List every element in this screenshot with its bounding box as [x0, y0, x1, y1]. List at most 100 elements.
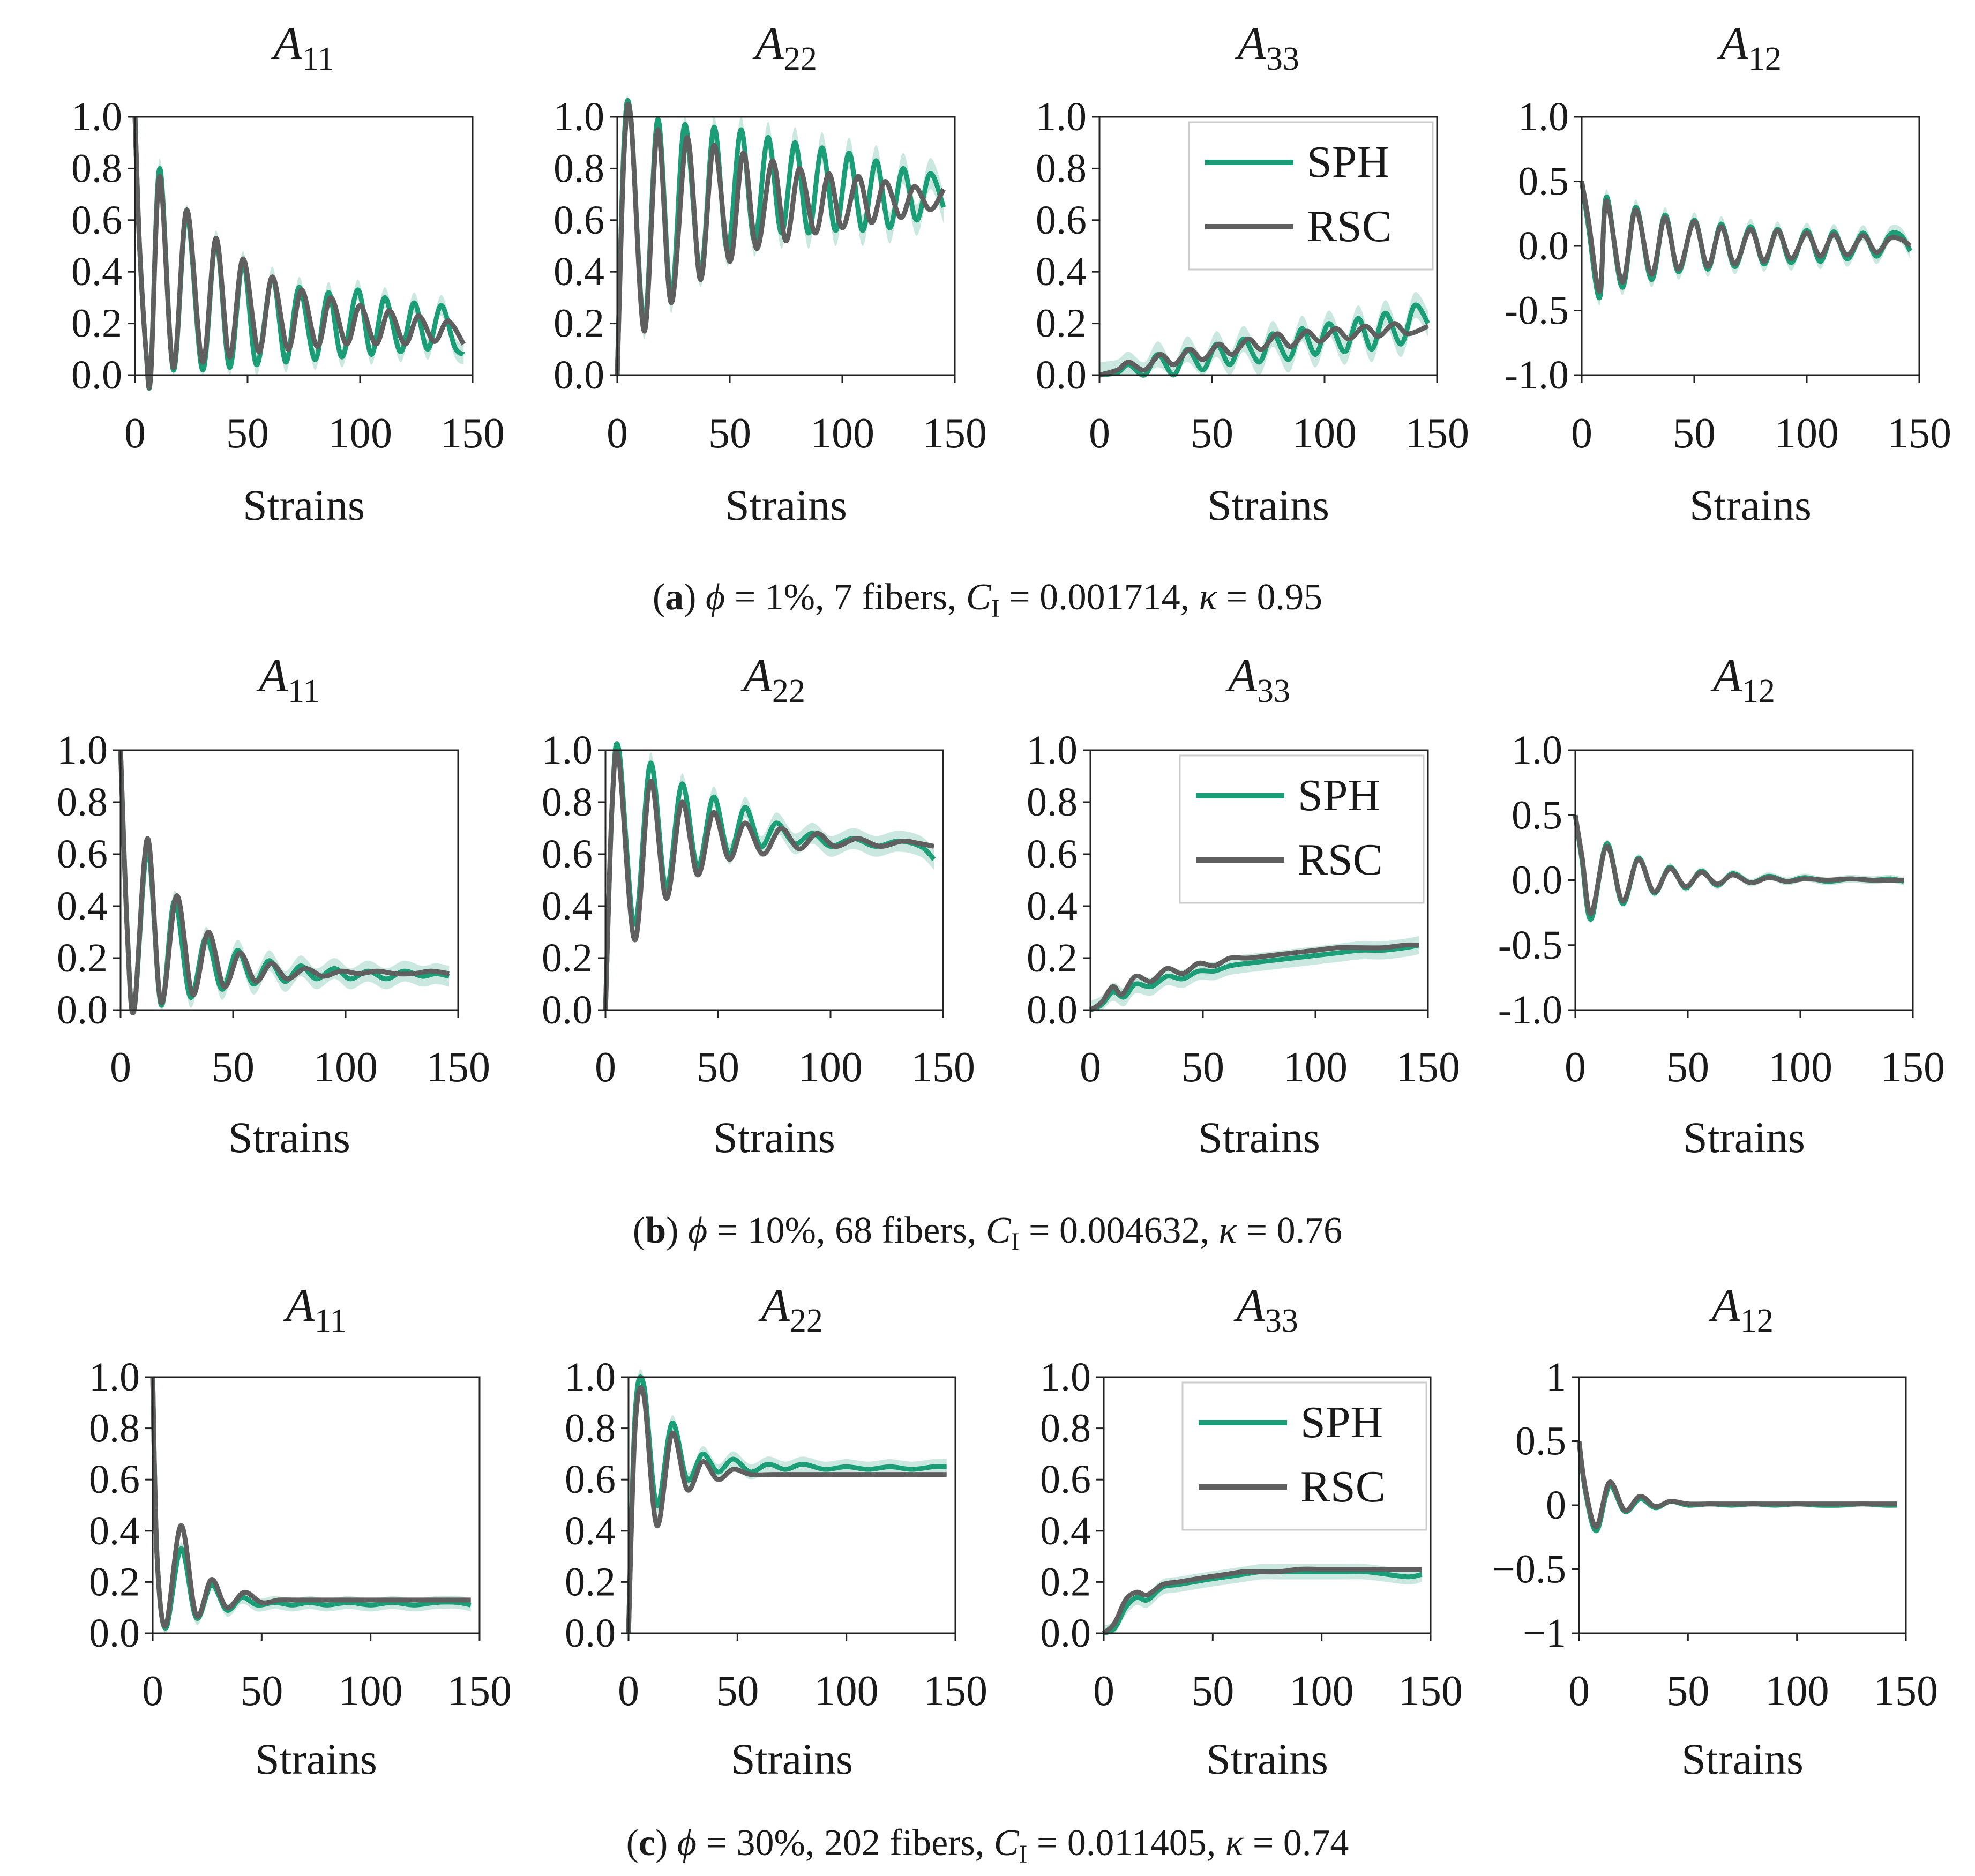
legend-label-sph: SPH — [1298, 771, 1380, 820]
sph-line — [626, 1374, 947, 1634]
plot-frame — [1089, 749, 1429, 1011]
y-tick-label: -0.5 — [1498, 923, 1562, 968]
panel-title: A11 — [256, 650, 319, 709]
x-tick-label: 150 — [1405, 410, 1469, 457]
x-tick-label: 0 — [607, 410, 628, 457]
y-tick-label: 0.6 — [553, 198, 604, 243]
panel-title: A12 — [1709, 1280, 1774, 1339]
legend-label-rsc: RSC — [1300, 1462, 1386, 1512]
y-tick-label: -0.5 — [1505, 288, 1569, 333]
legend: SPH RSC — [1188, 121, 1434, 271]
y-tick-label: 0.5 — [1515, 1419, 1566, 1464]
legend: SPH RSC — [1179, 754, 1425, 904]
y-tick-label: 1.0 — [1512, 728, 1562, 773]
x-tick-label: 0 — [1568, 1668, 1590, 1715]
y-tick-label: 0.0 — [553, 353, 604, 398]
y-tick-label: 0.2 — [57, 936, 108, 981]
y-tick-label: 1.0 — [89, 1355, 140, 1400]
y-tick-label: 0.6 — [542, 832, 593, 877]
x-tick-label: 50 — [1666, 1668, 1709, 1715]
x-axis-label: Strains — [243, 481, 365, 529]
x-axis-label: Strains — [255, 1735, 377, 1783]
sph-line — [1573, 814, 1905, 922]
x-tick-label: 150 — [1398, 1668, 1463, 1715]
y-tick-label: 1 — [1546, 1355, 1566, 1400]
y-tick-label: 0.4 — [89, 1508, 140, 1553]
panel-title: A12 — [1717, 18, 1782, 77]
panel-b-A11: A11 0.0 0.2 0.4 0.6 0.8 1.0 0 50 100 150 Strains — [57, 650, 490, 1162]
x-tick-label: 100 — [814, 1668, 879, 1715]
y-tick-label: -1.0 — [1505, 353, 1569, 398]
y-tick-label: 0.0 — [89, 1611, 140, 1656]
legend-label-rsc: RSC — [1307, 201, 1392, 251]
plot-frame — [616, 116, 956, 376]
y-tick-label: 0.8 — [542, 780, 593, 825]
caption-a: (a) ϕ = 1%, 7 fibers, CI = 0.001714, κ =… — [652, 577, 1323, 623]
y-tick-label: -1.0 — [1498, 988, 1562, 1033]
sph-band — [153, 1377, 471, 1634]
x-tick-label: 50 — [1666, 1044, 1709, 1091]
panel-title: A22 — [758, 1280, 823, 1339]
x-tick-label: 50 — [1191, 1668, 1234, 1715]
y-tick-label: 0.6 — [57, 832, 108, 877]
y-tick-label: 0.4 — [71, 249, 122, 294]
x-tick-label: 100 — [1775, 410, 1839, 457]
y-tick-label: 0.6 — [565, 1457, 616, 1502]
x-tick-label: 0 — [110, 1044, 131, 1091]
sph-band — [1575, 811, 1904, 923]
x-axis-label: Strains — [1198, 1113, 1320, 1162]
legend-label-sph: SPH — [1300, 1397, 1383, 1447]
y-tick-label: 1.0 — [1036, 94, 1087, 139]
x-axis-label: Strains — [228, 1113, 350, 1162]
x-tick-label: 150 — [1887, 410, 1951, 457]
x-tick-label: 150 — [440, 410, 505, 457]
sph-line — [1103, 1569, 1423, 1636]
x-tick-label: 0 — [124, 410, 146, 457]
y-tick-label: 0.0 — [1027, 988, 1078, 1033]
x-tick-label: 100 — [1292, 410, 1357, 457]
y-tick-label: 1.0 — [565, 1355, 616, 1400]
x-tick-label: 50 — [1181, 1044, 1224, 1091]
y-tick-label: −0.5 — [1492, 1547, 1566, 1592]
rsc-line — [1098, 321, 1430, 378]
y-tick-label: 1.0 — [542, 728, 593, 773]
legend-label-rsc: RSC — [1298, 835, 1383, 885]
panel-title: A22 — [752, 18, 817, 77]
plot-frame — [1098, 116, 1438, 376]
x-tick-label: 50 — [697, 1044, 739, 1091]
x-tick-label: 0 — [595, 1044, 616, 1091]
y-tick-label: 0.2 — [553, 301, 604, 346]
rsc-line — [1102, 1566, 1422, 1635]
y-tick-label: 0.2 — [1027, 936, 1078, 981]
y-tick-label: 0.2 — [1040, 1559, 1091, 1604]
y-tick-label: 0.8 — [553, 146, 604, 191]
panel-b-A12: A12 -1.0 -0.5 0.0 0.5 1.0 0 50 100 150 Strains — [1498, 650, 1945, 1162]
y-tick-label: 0.8 — [89, 1406, 140, 1451]
x-tick-label: 0 — [618, 1668, 639, 1715]
x-tick-label: 50 — [708, 410, 751, 457]
y-tick-label: 1.0 — [71, 94, 122, 139]
y-tick-label: 0.6 — [89, 1457, 140, 1502]
x-axis-label: Strains — [725, 481, 847, 529]
rsc-line — [1576, 1440, 1897, 1530]
x-axis-label: Strains — [713, 1113, 835, 1162]
legend: SPH RSC — [1181, 1381, 1427, 1531]
y-tick-label: 0.0 — [1036, 353, 1087, 398]
x-axis-label: Strains — [1681, 1735, 1804, 1783]
sph-line — [1089, 943, 1420, 1013]
y-tick-label: 0.5 — [1512, 793, 1562, 838]
panel-a-A11: A11 0.0 0.2 0.4 0.6 0.8 1.0 0 50 100 150 Strains — [71, 18, 505, 529]
y-tick-label: 0.2 — [89, 1559, 140, 1604]
x-tick-label: 50 — [1673, 410, 1716, 457]
x-tick-label: 150 — [426, 1044, 490, 1091]
y-tick-label: 0.0 — [542, 988, 593, 1033]
y-tick-label: 0.5 — [1518, 159, 1569, 204]
y-tick-label: 0.2 — [71, 301, 122, 346]
plot-frame — [1103, 1376, 1432, 1634]
x-tick-label: 100 — [810, 410, 874, 457]
y-tick-label: 0.6 — [71, 198, 122, 243]
panel-c-A12: A12 −1 −0.5 0 0.5 1 0 50 100 150 Strains — [1492, 1280, 1938, 1783]
